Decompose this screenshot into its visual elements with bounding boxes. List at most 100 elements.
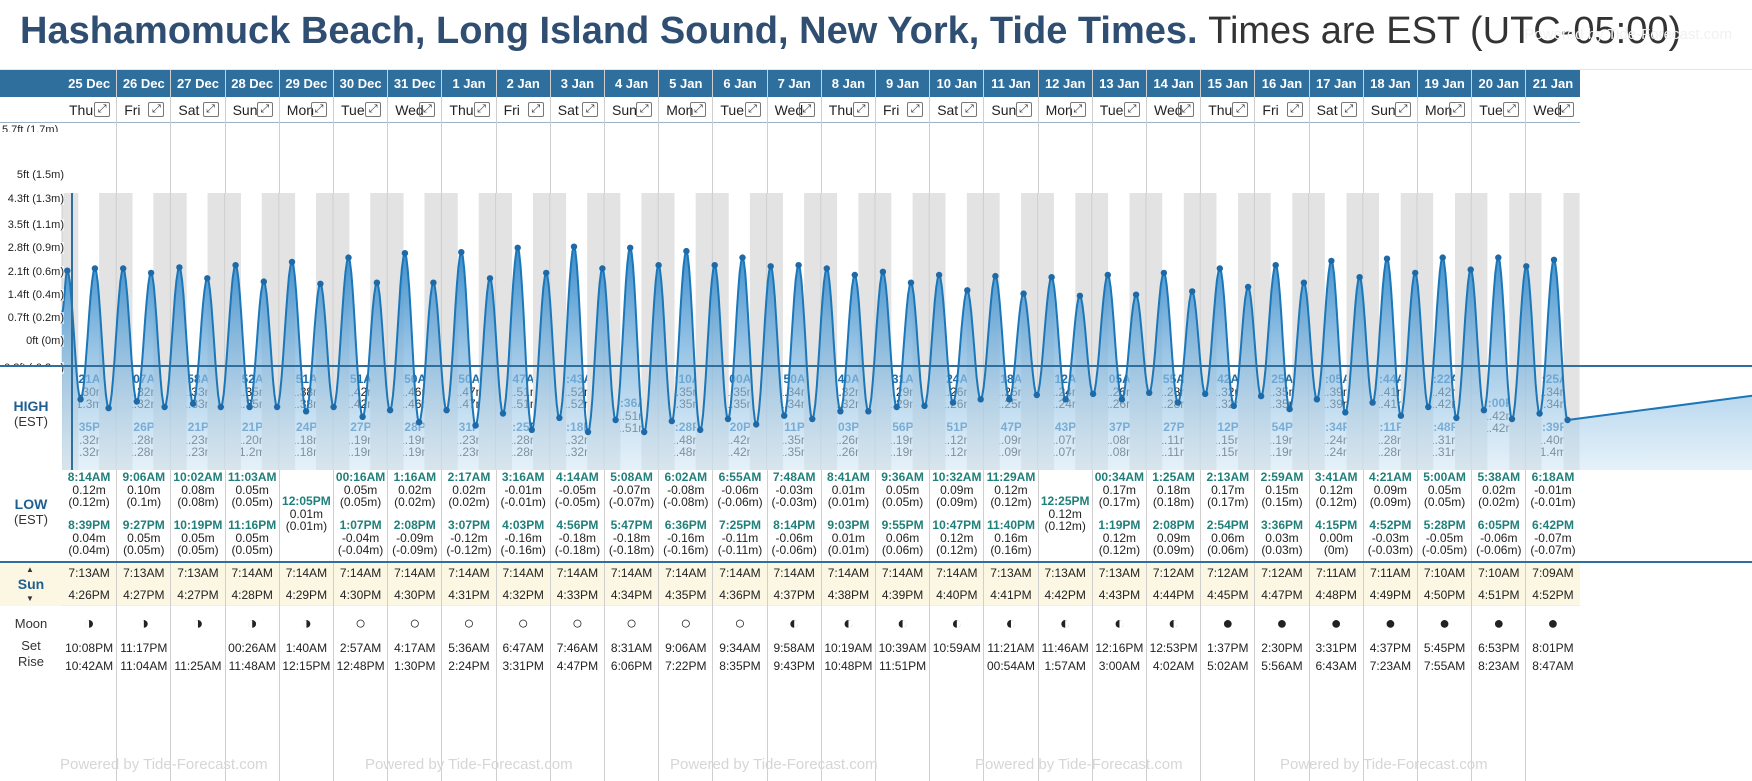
expand-icon[interactable]: ⤢: [148, 102, 165, 117]
tide-point: [697, 426, 704, 434]
expand-icon[interactable]: ⤢: [1557, 102, 1574, 117]
section-divider: [0, 365, 1752, 367]
expand-icon[interactable]: ⤢: [473, 102, 490, 117]
sun-times: 7:13AM 4:27PM: [171, 562, 225, 606]
moonset-time: 10:59AM: [932, 641, 981, 655]
tide-height-paren: (0.05m): [881, 495, 924, 509]
tide-table: 25 DecThu⤢2:21AM1.30m(1.3m)2:35PM1.32m(1…: [0, 70, 1752, 781]
tide-height-paren: (0.12m): [1098, 543, 1141, 557]
moonset-time: [171, 641, 224, 659]
tide-height-m: 0.17m: [1102, 482, 1137, 497]
day-weekday: Sun ⤢: [225, 97, 279, 123]
moonset-time: 7:46AM: [556, 641, 599, 655]
tide-point: [458, 249, 465, 256]
sunset-time: 4:28PM: [231, 588, 273, 602]
expand-icon[interactable]: ⤢: [527, 102, 544, 117]
day-weekday: Tue ⤢: [334, 97, 388, 123]
expand-icon[interactable]: ⤢: [365, 102, 382, 117]
tide-point: [359, 413, 366, 420]
tide-time: 8:39PM: [68, 518, 111, 532]
moonrise-time: 00:54AM: [986, 659, 1035, 673]
expand-icon[interactable]: ⤢: [1286, 102, 1303, 117]
expand-icon[interactable]: ⤢: [744, 102, 761, 117]
tide-point: [1076, 292, 1084, 299]
tide-point: [1523, 263, 1530, 270]
watermark-text: Powered by Tide-Forecast.com: [1280, 756, 1488, 773]
sun-times: 7:14AM 4:35PM: [659, 562, 713, 606]
expand-icon[interactable]: ⤢: [256, 102, 273, 117]
sunset-time: 4:40PM: [936, 588, 978, 602]
day-date: 19 Jan: [1418, 70, 1472, 97]
low-tide-entry: 1:07PM -0.04m (-0.04m): [334, 519, 387, 557]
moonrise-time: 11:51PM: [879, 659, 927, 673]
sun-times: 7:13AM 4:43PM: [1092, 562, 1146, 606]
expand-icon[interactable]: ⤢: [636, 102, 653, 117]
moon-times: ◐ 10:39AM 11:51PM: [876, 606, 929, 711]
expand-icon[interactable]: ⤢: [310, 102, 327, 117]
moon-label-line: Moon: [14, 616, 48, 631]
day-date: 3 Jan: [550, 70, 604, 97]
tide-height-m: -0.05m: [558, 482, 597, 497]
moonrise-time: 4:02AM: [1152, 659, 1195, 673]
tide-height-m: 0.02m: [452, 482, 486, 497]
tide-height-m: 0.01m: [831, 482, 866, 497]
expand-icon[interactable]: ⤢: [1178, 102, 1195, 117]
tide-height-paren: (0.16m): [990, 543, 1032, 557]
low-tide-entry: 9:06AM 0.10m (0.1m): [117, 471, 170, 509]
expand-icon[interactable]: ⤢: [581, 102, 598, 117]
expand-icon[interactable]: ⤢: [798, 102, 815, 117]
tide-height-paren: (0.12m): [68, 495, 110, 509]
tide-height-m: -0.06m: [721, 482, 759, 497]
expand-icon[interactable]: ⤢: [202, 102, 219, 117]
moonset-time: 3:31PM: [1315, 641, 1357, 655]
expand-icon[interactable]: ⤢: [1232, 102, 1249, 117]
expand-icon[interactable]: ⤢: [690, 102, 707, 117]
tide-point: [879, 268, 887, 275]
tide-height-paren: (0.05m): [339, 495, 382, 509]
expand-icon[interactable]: ⤢: [94, 102, 111, 117]
tide-point: [1089, 390, 1097, 398]
tide-point: [514, 244, 521, 251]
low-tide-entry: 2:13AM 0.17m (0.17m): [1201, 471, 1254, 509]
tide-height-paren: (-0.09m): [392, 543, 438, 557]
expand-icon[interactable]: ⤢: [1449, 102, 1466, 117]
expand-icon[interactable]: ⤢: [907, 102, 924, 117]
day-date: 7 Jan: [767, 70, 821, 97]
tide-time: 4:15PM: [1315, 518, 1358, 532]
expand-icon[interactable]: ⤢: [852, 102, 869, 117]
low-tide-entry: 5:38AM 0.02m (0.02m): [1472, 471, 1525, 509]
expand-icon[interactable]: ⤢: [419, 102, 436, 117]
day-weekday: Wed ⤢: [1147, 97, 1201, 123]
tide-point: [401, 250, 409, 257]
expand-icon[interactable]: ⤢: [1503, 102, 1520, 117]
tide-height-m: 0.10m: [127, 482, 161, 497]
tide-point: [232, 262, 239, 269]
expand-icon[interactable]: ⤢: [1123, 102, 1140, 117]
low-tide-entry: 11:40PM 0.16m (0.16m): [984, 519, 1037, 557]
tide-point: [556, 414, 563, 422]
expand-icon[interactable]: ⤢: [961, 102, 978, 117]
expand-icon[interactable]: ⤢: [1394, 102, 1411, 117]
tide-point: [1132, 291, 1140, 298]
tide-height-paren: (0.09m): [1369, 495, 1412, 509]
tide-height-m: 0.03m: [1265, 530, 1299, 545]
tide-point: [893, 403, 900, 411]
tide-point: [1006, 396, 1013, 403]
moon-times: ● 1:37PM 5:02AM: [1201, 606, 1254, 711]
weekday-label: Tue: [341, 102, 365, 118]
expand-icon[interactable]: ⤢: [1340, 102, 1357, 117]
moonset-time: 9:06AM: [665, 641, 707, 655]
low-tide-entry: 00:16AM 0.05m (0.05m): [334, 471, 387, 509]
tide-time: 8:41AM: [827, 470, 870, 484]
moon-phase-icon: ●: [1222, 613, 1234, 633]
expand-icon[interactable]: ⤢: [1069, 102, 1086, 117]
expand-icon[interactable]: ⤢: [1015, 102, 1032, 117]
moon-times: ● 3:31PM 6:43AM: [1310, 606, 1363, 711]
tide-point: [386, 407, 394, 414]
day-date: 10 Jan: [930, 70, 984, 97]
tide-height-m: 0.05m: [235, 482, 269, 497]
day-column: 8 JanThu⤢2:40AM1.32m(1.32m)3:03PM1.26m(1…: [820, 70, 875, 781]
y-tick-label: 2.1ft (0.6m): [0, 265, 64, 278]
sunrise-time: 7:14AM: [936, 566, 978, 580]
moonset-time: 1:40AM: [285, 641, 328, 655]
